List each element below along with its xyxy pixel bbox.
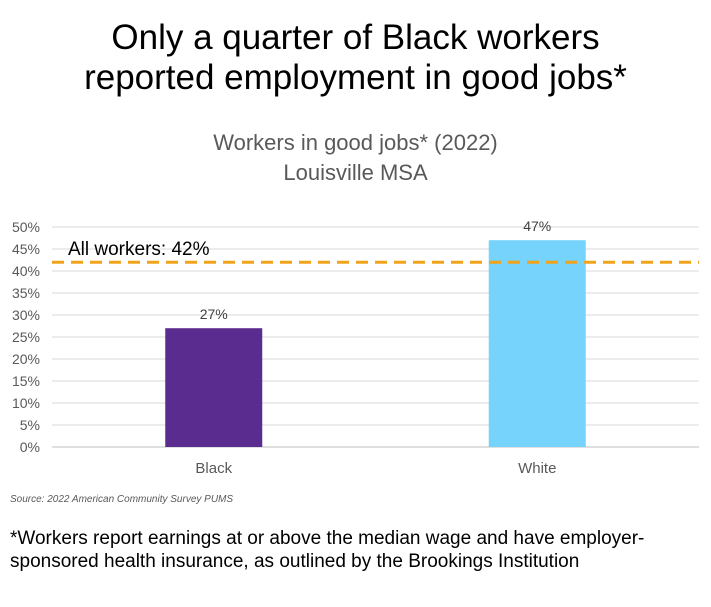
headline-line-1: Only a quarter of Black workers — [111, 18, 600, 57]
bar-chart: 0% 5% 10% 15% 20% 25% 30% 35% 40% 45% 50% 27% Black 4… — [12, 218, 699, 477]
y-tick-label: 40% — [12, 263, 40, 279]
y-tick-label: 30% — [12, 307, 40, 323]
y-tick-label: 25% — [12, 329, 40, 345]
data-label: 27% — [200, 306, 228, 322]
y-tick-label: 35% — [12, 285, 40, 301]
y-tick-label: 20% — [12, 351, 40, 367]
y-tick-label: 50% — [12, 219, 40, 235]
y-tick-label: 0% — [20, 439, 40, 455]
y-tick-label: 10% — [12, 395, 40, 411]
data-label: 47% — [523, 218, 551, 234]
headline-line-2: reported employment in good jobs* — [84, 58, 627, 97]
y-tick-label: 5% — [20, 417, 40, 433]
footnote: *Workers report earnings at or above the… — [10, 528, 645, 572]
y-tick-label: 45% — [12, 241, 40, 257]
x-tick-label: White — [518, 460, 556, 477]
reference-line-label: All workers: 42% — [68, 239, 210, 260]
source-note: Source: 2022 American Community Survey P… — [10, 494, 234, 505]
x-tick-label: Black — [195, 460, 232, 477]
y-tick-label: 15% — [12, 373, 40, 389]
bar — [165, 328, 263, 447]
chart-title-block: Workers in good jobs* (2022) Louisville … — [0, 128, 711, 188]
chart-title: Workers in good jobs* (2022) — [213, 130, 498, 155]
bar — [488, 240, 586, 447]
chart-subtitle: Louisville MSA — [283, 160, 428, 185]
headline: Only a quarter of Black workers reported… — [0, 18, 711, 98]
